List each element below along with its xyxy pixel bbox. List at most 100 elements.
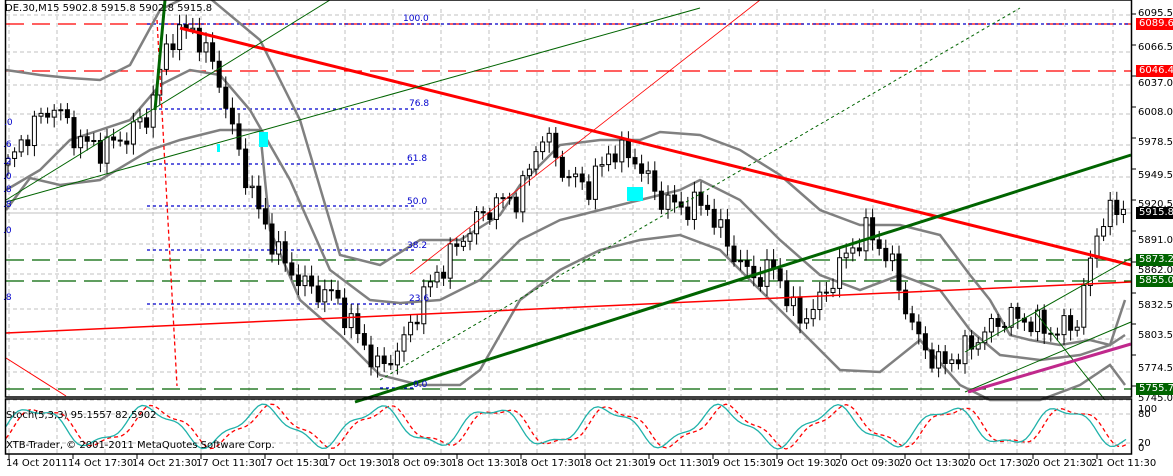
candle-body: [276, 241, 282, 255]
candle-body: [790, 296, 796, 307]
candle-body: [652, 170, 658, 192]
symbol-header: DE.30,M15 5902.8 5915.8 5902.8 5915.8: [5, 3, 213, 14]
candle-body: [513, 196, 519, 213]
stoch-level-0: 0: [1138, 443, 1145, 454]
candle-body: [64, 109, 70, 119]
candle-body: [170, 43, 176, 51]
fib-partial-label: .8: [3, 293, 12, 303]
trendline-magenta: [967, 342, 1132, 394]
stoch-level-20: 20: [1138, 438, 1151, 449]
highlight-marker: [259, 132, 268, 147]
price-tick: 6037.0: [1138, 78, 1173, 89]
candle-body: [117, 139, 123, 142]
candle-body: [685, 206, 691, 220]
candle-body: [619, 139, 625, 163]
channel-lower: [964, 321, 1132, 393]
candle-body: [223, 86, 229, 109]
candle-body: [302, 275, 308, 287]
candle-body: [454, 243, 460, 247]
candle-body: [269, 223, 275, 255]
candle-body: [1081, 284, 1087, 328]
candle-body: [1114, 199, 1120, 215]
candle-body: [817, 291, 823, 311]
candle-body: [474, 211, 480, 235]
time-label: 17 Oct 11:30: [196, 458, 262, 469]
price-tag-support-2: 5855.0: [1136, 275, 1173, 287]
candle-body: [969, 335, 975, 350]
candle-body: [520, 175, 526, 213]
candle-body: [850, 247, 856, 254]
candle-body: [579, 173, 585, 183]
highlight-marker: [627, 187, 643, 201]
fib-level-50: 50.0: [407, 197, 428, 207]
candle-body: [84, 136, 90, 142]
candle-body: [51, 109, 57, 118]
candle-body: [315, 285, 321, 303]
stoch-level-100: 100: [1138, 404, 1158, 415]
candle-body: [586, 181, 592, 200]
channel-cross: [1034, 311, 1106, 401]
price-tag-support-1: 5873.2: [1136, 254, 1173, 266]
candle-body: [1035, 309, 1041, 333]
fib-level-23-6: 23.6: [409, 294, 430, 304]
candle-body: [1068, 315, 1074, 331]
candle-body: [777, 268, 783, 282]
time-label: 19 Oct 11:30: [643, 458, 709, 469]
candle-body: [1054, 333, 1060, 336]
candle-body: [837, 257, 843, 289]
candle-body: [368, 344, 374, 368]
time-label: 18 Oct 13:30: [451, 458, 517, 469]
trendline-green-thin: [5, 0, 331, 201]
fib-level-76-8: 76.8: [409, 99, 430, 109]
candle-body: [632, 157, 638, 165]
candle-body: [480, 211, 486, 214]
trendline-green-main: [354, 153, 1132, 404]
candle-body: [916, 321, 922, 335]
candle-body: [434, 271, 440, 283]
copyright-text: XTB-Trader, © 2001-2011 MetaQuotes Softw…: [6, 440, 275, 451]
candle-body: [955, 359, 961, 365]
candle-body: [124, 140, 130, 145]
candle-body: [38, 112, 44, 117]
candle-body: [744, 260, 750, 267]
candle-body: [1015, 306, 1021, 319]
candle-body: [322, 289, 328, 303]
candle-body: [375, 355, 381, 368]
candle-body: [1074, 326, 1080, 331]
price-tag-current: 5915.8: [1136, 207, 1173, 219]
candle-body: [394, 350, 400, 366]
candle-body: [342, 297, 348, 329]
fib-level-0: 0.0: [413, 380, 428, 390]
fib-level-61-8: 61.8: [407, 154, 428, 164]
candle-body: [12, 151, 18, 159]
candle-body: [546, 132, 552, 143]
candle-body: [573, 173, 579, 178]
candle-body: [830, 287, 836, 294]
fib-vertical-dashed: [156, 19, 178, 387]
candle-body: [804, 318, 810, 324]
candle-body: [381, 355, 387, 365]
candle-body: [738, 260, 744, 263]
stoch-level-80: 80: [1138, 409, 1151, 420]
candle-body: [243, 148, 249, 189]
candle-body: [533, 151, 539, 170]
candle-body: [408, 321, 414, 336]
candle-body: [150, 94, 156, 128]
candle-body: [203, 42, 209, 53]
trendline-red-short: [5, 357, 67, 397]
candle-body: [493, 197, 499, 220]
price-tick: 5832.5: [1138, 300, 1173, 311]
fib-partial-label: .8: [3, 185, 12, 195]
candle-body: [130, 121, 136, 145]
candle-body: [526, 168, 532, 177]
price-tick: 5978.5: [1138, 137, 1173, 148]
fib-level-38-2: 38.2: [407, 241, 428, 251]
candle-body: [764, 259, 770, 287]
candle-body: [229, 107, 235, 125]
candle-body: [883, 247, 889, 262]
candle-body: [1087, 257, 1093, 286]
candle-body: [256, 185, 262, 210]
candle-body: [705, 204, 711, 210]
